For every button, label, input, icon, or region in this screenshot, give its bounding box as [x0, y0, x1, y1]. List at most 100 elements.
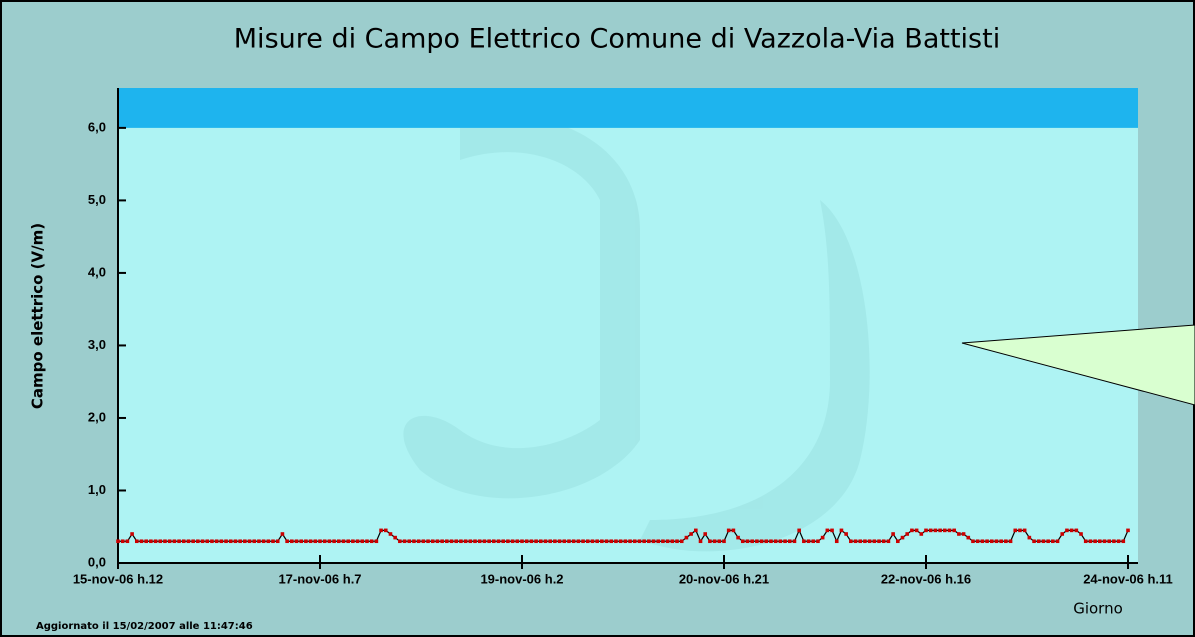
data-point: [473, 539, 477, 543]
data-point: [868, 539, 872, 543]
data-point: [821, 536, 825, 540]
data-point: [450, 539, 454, 543]
data-point: [516, 539, 520, 543]
data-point: [1126, 529, 1130, 533]
x-tick-label: 17-nov-06 h.7: [278, 571, 361, 586]
data-point: [276, 539, 280, 543]
data-point: [154, 539, 158, 543]
data-point: [656, 539, 660, 543]
data-point: [581, 539, 585, 543]
data-point: [1004, 539, 1008, 543]
data-point: [830, 529, 834, 533]
data-point: [229, 539, 233, 543]
data-point: [567, 539, 571, 543]
data-point: [793, 539, 797, 543]
data-point: [727, 529, 731, 533]
data-point: [351, 539, 355, 543]
data-point: [769, 539, 773, 543]
data-point: [807, 539, 811, 543]
data-point: [530, 539, 534, 543]
data-point: [407, 539, 411, 543]
data-point: [600, 539, 604, 543]
data-point: [370, 539, 374, 543]
data-point: [694, 529, 698, 533]
data-point: [995, 539, 999, 543]
data-point: [196, 539, 200, 543]
data-point: [882, 539, 886, 543]
data-point: [290, 539, 294, 543]
data-point: [962, 532, 966, 536]
data-point: [835, 539, 839, 543]
data-point: [314, 539, 318, 543]
data-point: [981, 539, 985, 543]
data-point: [722, 539, 726, 543]
data-point: [797, 529, 801, 533]
data-point: [365, 539, 369, 543]
data-point: [858, 539, 862, 543]
data-point: [741, 539, 745, 543]
data-point: [1056, 539, 1060, 543]
y-axis-label: Campo elettrico (V/m): [29, 223, 47, 409]
data-point: [614, 539, 618, 543]
data-point: [811, 539, 815, 543]
data-point: [360, 539, 364, 543]
data-point: [544, 539, 548, 543]
data-point: [140, 539, 144, 543]
data-point: [158, 539, 162, 543]
data-point: [999, 539, 1003, 543]
limit-band: [118, 88, 1138, 128]
data-point: [1084, 539, 1088, 543]
data-point: [487, 539, 491, 543]
data-point: [304, 539, 308, 543]
data-point: [1103, 539, 1107, 543]
data-point: [511, 539, 515, 543]
x-tick-label: 22-nov-06 h.16: [881, 571, 971, 586]
data-point: [877, 539, 881, 543]
y-tick-label: 0,0: [88, 554, 106, 569]
data-point: [1065, 529, 1069, 533]
data-point: [238, 539, 242, 543]
data-point: [929, 529, 933, 533]
data-point: [234, 539, 238, 543]
data-point: [379, 529, 383, 533]
y-tick-label: 4,0: [88, 264, 106, 279]
data-point: [116, 539, 120, 543]
data-point: [680, 539, 684, 543]
data-point: [774, 539, 778, 543]
data-point: [332, 539, 336, 543]
data-point: [459, 539, 463, 543]
data-point: [755, 539, 759, 543]
data-point: [802, 539, 806, 543]
data-point: [267, 539, 271, 543]
data-point: [483, 539, 487, 543]
data-point: [891, 532, 895, 536]
x-tick-label: 20-nov-06 h.21: [679, 571, 769, 586]
data-point: [985, 539, 989, 543]
x-tick-label: 15-nov-06 h.12: [73, 571, 163, 586]
data-point: [910, 529, 914, 533]
data-point: [177, 539, 181, 543]
data-point: [1122, 539, 1126, 543]
data-point: [346, 539, 350, 543]
data-point: [426, 539, 430, 543]
data-point: [976, 539, 980, 543]
data-point: [586, 539, 590, 543]
data-point: [642, 539, 646, 543]
data-point: [661, 539, 665, 543]
data-point: [572, 539, 576, 543]
x-tick-label: 19-nov-06 h.2: [480, 571, 563, 586]
data-point: [469, 539, 473, 543]
data-point: [788, 539, 792, 543]
data-point: [1023, 529, 1027, 533]
data-point: [356, 539, 360, 543]
y-tick-label: 2,0: [88, 409, 106, 424]
data-point: [816, 539, 820, 543]
data-point: [577, 539, 581, 543]
chart-title: Misure di Campo Elettrico Comune di Vazz…: [234, 24, 1000, 55]
data-point: [436, 539, 440, 543]
data-point: [666, 539, 670, 543]
data-point: [619, 539, 623, 543]
x-tick-label: 24-nov-06 h.11: [1083, 571, 1173, 586]
data-point: [506, 539, 510, 543]
data-point: [248, 539, 252, 543]
